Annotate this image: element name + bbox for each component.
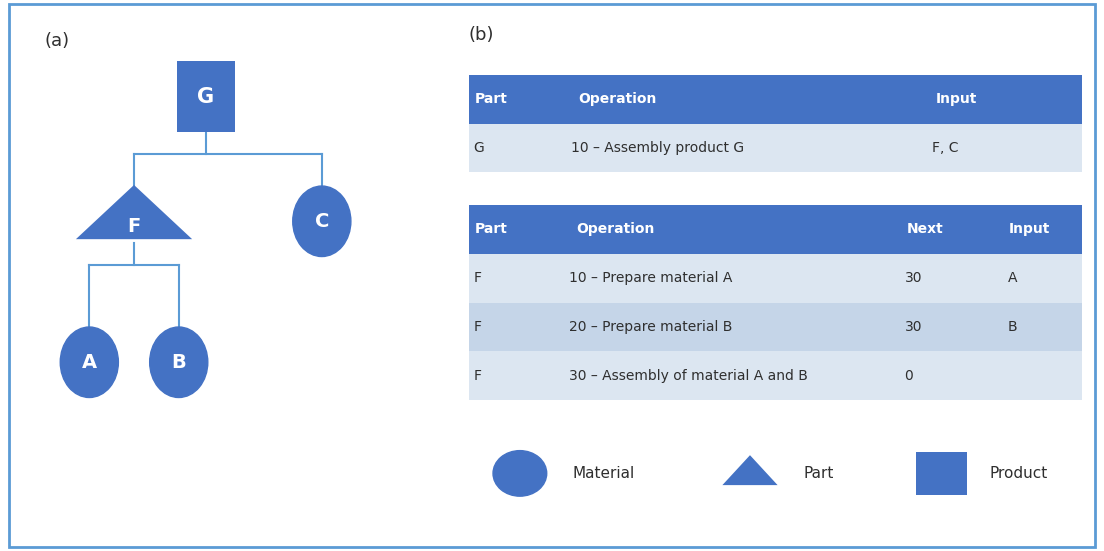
FancyBboxPatch shape [469, 254, 549, 302]
Text: Material: Material [572, 466, 635, 481]
Text: C: C [315, 212, 329, 231]
Text: 20 – Prepare material B: 20 – Prepare material B [570, 320, 733, 334]
Text: F: F [127, 217, 140, 236]
Text: Product: Product [989, 466, 1048, 481]
Text: Part: Part [803, 466, 834, 481]
Text: Input: Input [935, 92, 977, 106]
Text: G: G [474, 141, 485, 155]
Text: Part: Part [475, 92, 508, 106]
Text: Input: Input [1009, 223, 1050, 236]
FancyBboxPatch shape [1002, 352, 1082, 400]
FancyBboxPatch shape [469, 75, 549, 123]
FancyBboxPatch shape [899, 254, 1002, 302]
FancyBboxPatch shape [1002, 205, 1082, 254]
Text: 30: 30 [904, 271, 922, 285]
FancyBboxPatch shape [899, 352, 1002, 400]
FancyBboxPatch shape [469, 205, 549, 254]
Text: (a): (a) [44, 31, 70, 50]
Text: B: B [1007, 320, 1017, 334]
Text: G: G [197, 87, 214, 106]
FancyBboxPatch shape [469, 123, 549, 172]
Text: 10 – Prepare material A: 10 – Prepare material A [570, 271, 733, 285]
FancyBboxPatch shape [923, 75, 1082, 123]
Text: F: F [474, 320, 481, 334]
Text: 30: 30 [904, 320, 922, 334]
Text: 30 – Assembly of material A and B: 30 – Assembly of material A and B [570, 369, 808, 383]
FancyBboxPatch shape [899, 205, 1002, 254]
Polygon shape [76, 185, 192, 239]
FancyBboxPatch shape [549, 352, 899, 400]
Polygon shape [722, 455, 777, 485]
FancyBboxPatch shape [469, 302, 549, 352]
Text: Next: Next [906, 223, 944, 236]
Text: F, C: F, C [933, 141, 959, 155]
Text: A: A [82, 353, 97, 372]
Text: 0: 0 [904, 369, 913, 383]
Circle shape [150, 327, 208, 397]
FancyBboxPatch shape [549, 123, 923, 172]
Circle shape [493, 451, 546, 496]
FancyBboxPatch shape [899, 302, 1002, 352]
FancyBboxPatch shape [923, 123, 1082, 172]
Text: F: F [474, 271, 481, 285]
Text: Operation: Operation [578, 92, 657, 106]
Text: F: F [474, 369, 481, 383]
Text: (b): (b) [469, 26, 495, 44]
Text: 10 – Assembly product G: 10 – Assembly product G [571, 141, 744, 155]
Circle shape [61, 327, 118, 397]
FancyBboxPatch shape [1002, 254, 1082, 302]
FancyBboxPatch shape [549, 75, 923, 123]
FancyBboxPatch shape [549, 302, 899, 352]
Text: Part: Part [475, 223, 508, 236]
Text: Operation: Operation [576, 223, 655, 236]
FancyBboxPatch shape [177, 61, 235, 132]
FancyBboxPatch shape [916, 452, 967, 495]
FancyBboxPatch shape [549, 254, 899, 302]
FancyBboxPatch shape [469, 352, 549, 400]
Text: B: B [171, 353, 187, 372]
Text: A: A [1007, 271, 1017, 285]
FancyBboxPatch shape [549, 205, 899, 254]
FancyBboxPatch shape [1002, 302, 1082, 352]
Circle shape [293, 186, 351, 257]
